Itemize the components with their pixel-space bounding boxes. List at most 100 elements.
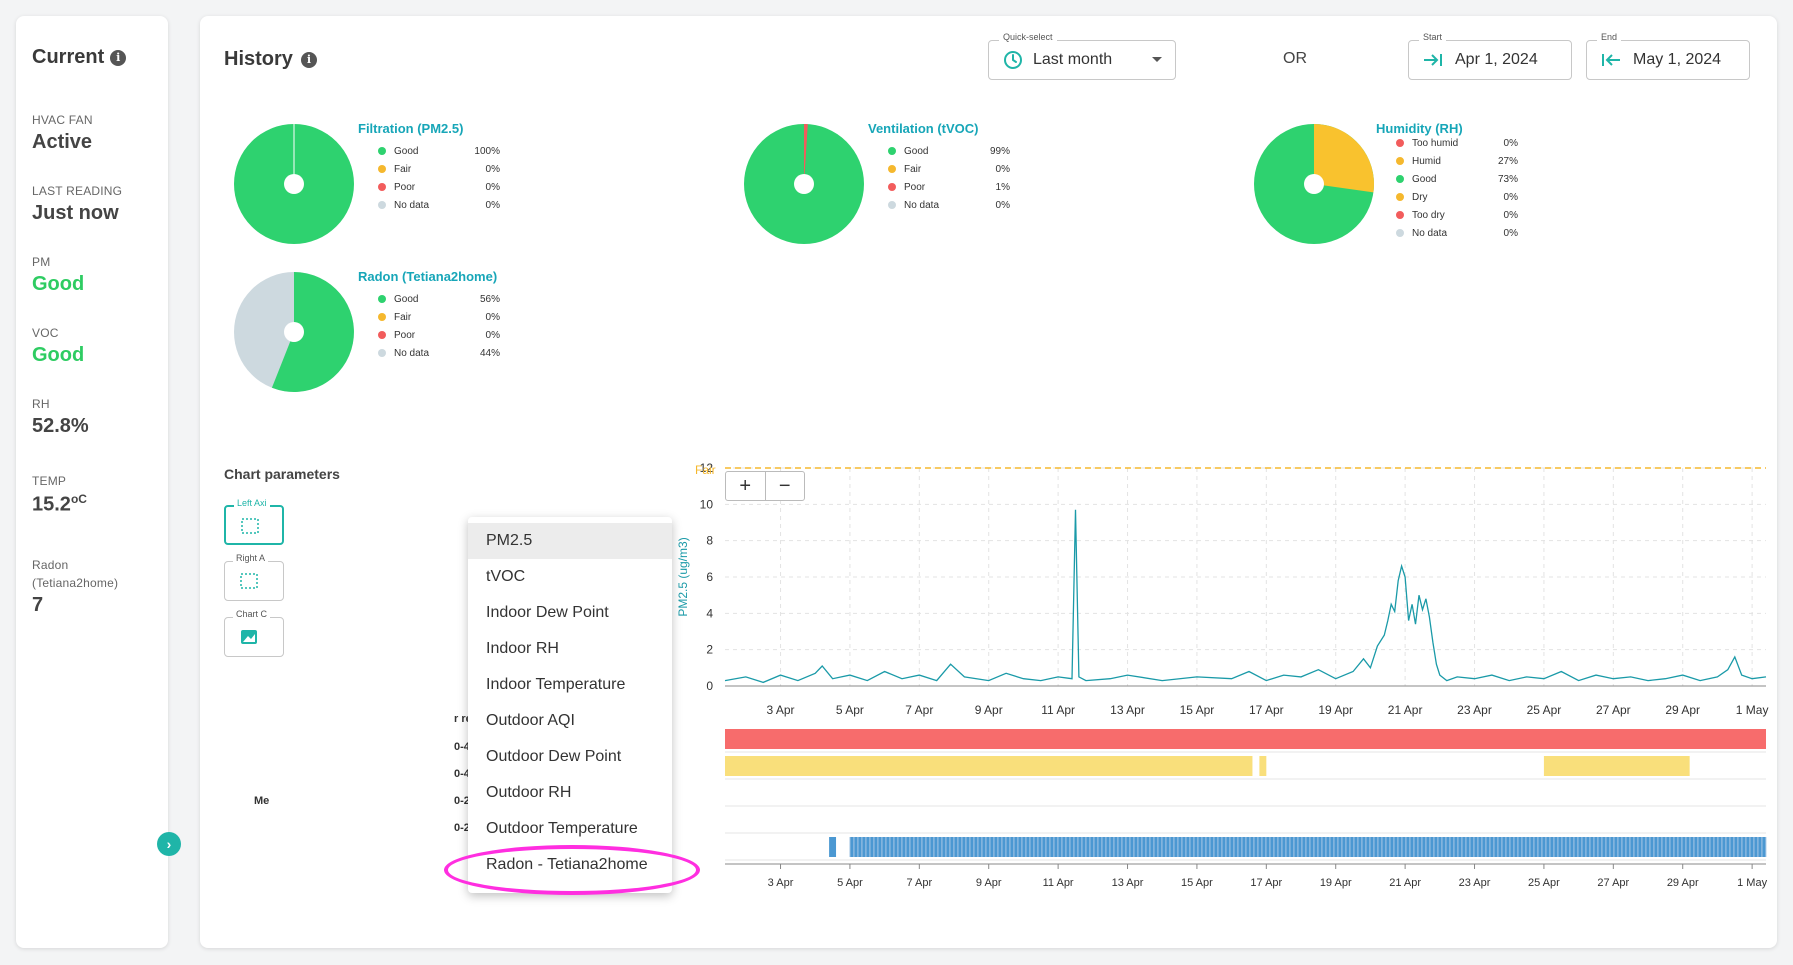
start-date-field[interactable]: Start Apr 1, 2024 bbox=[1408, 32, 1572, 80]
start-date-value: Apr 1, 2024 bbox=[1455, 51, 1538, 68]
legend-dot bbox=[378, 313, 386, 321]
dropdown-option-indoor-rh[interactable]: Indoor RH bbox=[486, 640, 559, 657]
timeline-bar-segment bbox=[1259, 756, 1267, 776]
timeline-x-tick-label: 19 Apr bbox=[1320, 877, 1352, 889]
timeline-x-tick-label: 11 Apr bbox=[1043, 877, 1074, 889]
chart-type-select[interactable]: Chart C bbox=[224, 609, 284, 657]
x-tick-label: 15 Apr bbox=[1180, 703, 1215, 717]
legend-dot bbox=[1396, 175, 1404, 183]
x-tick-label: 29 Apr bbox=[1665, 703, 1700, 717]
legend-label: Fair bbox=[394, 311, 412, 323]
right-axis-select[interactable]: Right A bbox=[224, 553, 284, 601]
timeline-x-tick-label: 1 May bbox=[1737, 877, 1767, 889]
pm-value: Good bbox=[32, 273, 85, 295]
legend-dot bbox=[378, 183, 386, 191]
temp-number: 15.2 bbox=[32, 493, 71, 516]
dropdown-option-pm25[interactable]: PM2.5 bbox=[468, 523, 672, 559]
dropdown-option-indoor-temperature[interactable]: Indoor Temperature bbox=[486, 676, 626, 693]
pie-title-filtration: Filtration (PM2.5) bbox=[358, 121, 464, 136]
legend-row: Poor 0% bbox=[378, 178, 500, 196]
legend-row: Fair 0% bbox=[378, 308, 500, 326]
dropdown-option-outdoor-rh[interactable]: Outdoor RH bbox=[486, 784, 572, 801]
end-date-value: May 1, 2024 bbox=[1633, 51, 1722, 68]
timeline-x-tick-label: 7 Apr bbox=[906, 877, 932, 889]
legend-pct: 0% bbox=[485, 311, 500, 323]
temp-label: TEMP bbox=[32, 474, 67, 488]
y-tick-label: 0 bbox=[706, 679, 713, 693]
pie-filtration bbox=[234, 124, 354, 244]
start-label: Start bbox=[1419, 32, 1447, 42]
or-text: OR bbox=[1283, 50, 1307, 67]
info-icon[interactable]: i bbox=[300, 51, 317, 68]
left-axis-select[interactable]: Left Axi bbox=[224, 498, 284, 545]
legend-label: Poor bbox=[394, 329, 416, 341]
x-tick-label: 5 Apr bbox=[836, 703, 864, 717]
legend-row: Dry 0% bbox=[1396, 188, 1518, 206]
timeline-x-tick-label: 23 Apr bbox=[1459, 877, 1491, 889]
dropdown-option-indoor-dew-point[interactable]: Indoor Dew Point bbox=[486, 604, 609, 621]
legend-row: No data 0% bbox=[888, 196, 1010, 214]
quick-select[interactable]: Quick-select Last month bbox=[988, 32, 1176, 80]
legend-row: No data 0% bbox=[378, 196, 500, 214]
legend-label: Fair bbox=[904, 163, 922, 175]
y-tick-label: 4 bbox=[706, 606, 713, 620]
rh-label: RH bbox=[32, 397, 50, 411]
legend-dot bbox=[888, 201, 896, 209]
timeline-x-tick-label: 29 Apr bbox=[1667, 877, 1699, 889]
x-tick-label: 1 May bbox=[1736, 703, 1769, 717]
legend-label: Good bbox=[394, 145, 419, 157]
legend-label: No data bbox=[394, 347, 430, 359]
legend-dot bbox=[378, 349, 386, 357]
hvac-label: HVAC FAN bbox=[32, 113, 93, 127]
timeline-bar-segment bbox=[725, 729, 1766, 749]
current-item-rh: RH 52.8% bbox=[32, 395, 89, 438]
temp-unit: oC bbox=[70, 492, 87, 506]
legend-pct: 44% bbox=[479, 347, 500, 359]
right-axis-label: Right A bbox=[233, 553, 269, 563]
legend-dot bbox=[378, 295, 386, 303]
pie-slice-good bbox=[271, 272, 354, 392]
y-axis-title: PM2.5 (ug/m3) bbox=[676, 537, 690, 616]
legend-filtration: Good 100% Fair 0% Poor 0% No data 0% bbox=[378, 142, 500, 214]
pie-center-hole bbox=[284, 174, 304, 194]
timeline-x-tick-label: 27 Apr bbox=[1597, 877, 1629, 889]
end-date-field[interactable]: End May 1, 2024 bbox=[1586, 32, 1750, 80]
history-title-text: History bbox=[224, 48, 293, 70]
history-panel: History i Quick-select Last month OR Sta… bbox=[200, 16, 1777, 948]
dropdown-option-tvoc[interactable]: tVOC bbox=[486, 568, 526, 585]
legend-row: No data 0% bbox=[1396, 224, 1518, 242]
legend-row: Good 56% bbox=[378, 290, 500, 308]
legend-label: Too dry bbox=[1412, 209, 1445, 221]
pie-slice-poor bbox=[804, 123, 808, 184]
dropdown-option-outdoor-aqi[interactable]: Outdoor AQI bbox=[486, 712, 575, 729]
axis-grid-icon bbox=[240, 573, 258, 589]
info-icon[interactable]: i bbox=[110, 49, 127, 66]
current-item-hvac: HVAC FAN Active bbox=[32, 111, 93, 154]
arrow-to-right-icon bbox=[1424, 54, 1442, 66]
highlight-annotation bbox=[444, 845, 700, 895]
legend-pct: 0% bbox=[995, 163, 1010, 175]
legend-dot bbox=[888, 165, 896, 173]
legend-pct: 0% bbox=[485, 181, 500, 193]
pie-ventilation bbox=[744, 123, 864, 244]
timeline-x-tick-label: 15 Apr bbox=[1181, 877, 1213, 889]
last-reading-value: Just now bbox=[32, 202, 119, 224]
pm-label: PM bbox=[32, 255, 51, 269]
legend-row: Too humid 0% bbox=[1396, 134, 1518, 152]
zoom-out-button[interactable]: − bbox=[764, 472, 805, 500]
legend-row: Good 100% bbox=[378, 142, 500, 160]
zoom-in-button[interactable]: + bbox=[739, 474, 752, 497]
y-tick-label: 10 bbox=[700, 497, 714, 511]
x-tick-label: 11 Apr bbox=[1041, 703, 1075, 717]
legend-ventilation: Good 99% Fair 0% Poor 1% No data 0% bbox=[888, 142, 1010, 214]
legend-pct: 0% bbox=[485, 329, 500, 341]
dropdown-option-outdoor-temperature[interactable]: Outdoor Temperature bbox=[486, 820, 638, 837]
legend-radon: Good 56% Fair 0% Poor 0% No data 44% bbox=[378, 290, 500, 362]
expand-chevron-icon[interactable]: › bbox=[157, 832, 181, 856]
timeline-x-tick-label: 21 Apr bbox=[1389, 877, 1421, 889]
current-item-last-reading: LAST READING Just now bbox=[32, 182, 122, 225]
chart-parameters-title: Chart parameters bbox=[224, 466, 340, 482]
legend-row: Too dry 0% bbox=[1396, 206, 1518, 224]
dropdown-option-outdoor-dew-point[interactable]: Outdoor Dew Point bbox=[486, 748, 622, 765]
clock-icon bbox=[1004, 51, 1022, 69]
